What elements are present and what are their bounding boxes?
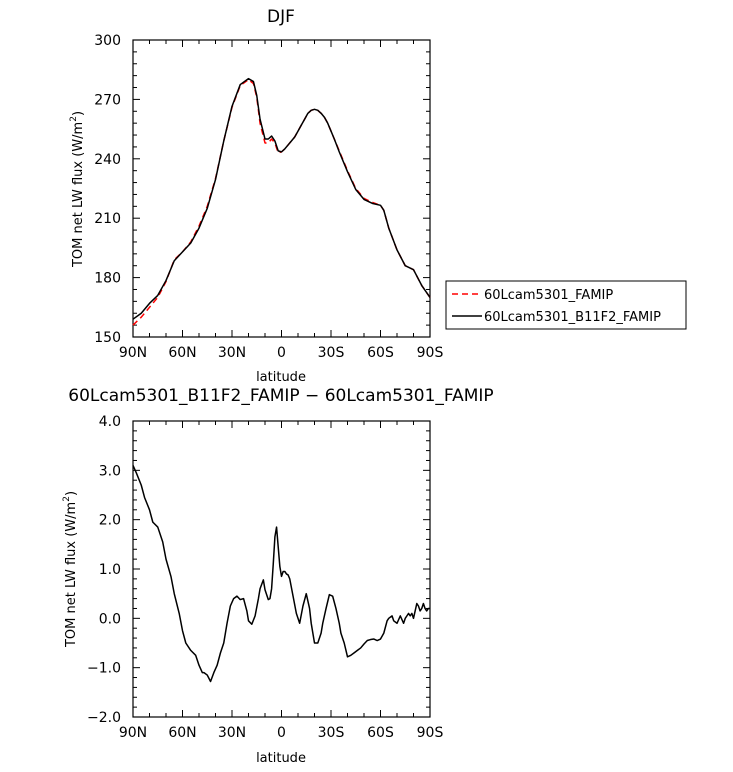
x-tick-label: 30S — [318, 725, 345, 741]
legend-label-famip: 60Lcam5301_FAMIP — [484, 288, 613, 303]
panel-top-ylabel: TOM net LW flux (W/m2) — [69, 111, 86, 268]
panel-top-title: DJF — [267, 7, 295, 27]
panel-top-series — [132, 77, 431, 326]
series-line-top-1 — [132, 77, 431, 320]
x-tick-label: 90S — [417, 725, 444, 741]
panel-bottom-xlabel: latitude — [256, 751, 306, 766]
y-tick-label: 4.0 — [99, 414, 121, 430]
panel-bottom: 60Lcam5301_B11F2_FAMIP − 60Lcam5301_FAMI… — [62, 386, 494, 766]
legend: 60Lcam5301_FAMIP 60Lcam5301_B11F2_FAMIP — [445, 280, 687, 330]
x-tick-label: 30N — [218, 725, 246, 741]
x-tick-label: 60S — [367, 725, 394, 741]
panel-bottom-ticks: 90N 60N 30N 0 30S 60S 90S −2.0 −1.0 0.0 1.0 2.0 3.0 4… — [87, 414, 443, 741]
x-tick-label: 60S — [367, 345, 394, 361]
x-tick-label: 90S — [417, 345, 444, 361]
y-tick-label: 210 — [94, 211, 121, 227]
panel-top: DJF 90N 60N 30N 0 30S 60S 90S 150 180 210 240 270 30… — [69, 7, 443, 385]
panel-top-ticks: 90N 60N 30N 0 30S 60S 90S 150 180 210 240 270 300 — [94, 33, 443, 361]
x-tick-label: 90N — [119, 345, 147, 361]
x-tick-label: 60N — [168, 725, 196, 741]
panel-bottom-frame — [132, 420, 431, 718]
legend-box — [445, 280, 687, 330]
panel-top-xlabel: latitude — [256, 370, 306, 385]
legend-label-b11f2: 60Lcam5301_B11F2_FAMIP — [484, 310, 661, 325]
y-tick-label: 270 — [94, 92, 121, 108]
panel-bottom-ylabel: TOM net LW flux (W/m2) — [62, 491, 79, 648]
x-tick-label: 0 — [277, 725, 286, 741]
y-tick-label: 1.0 — [99, 562, 121, 578]
x-tick-label: 30N — [218, 345, 246, 361]
y-tick-label: 0.0 — [99, 611, 121, 627]
y-tick-label: −2.0 — [87, 710, 121, 726]
panel-top-frame — [132, 39, 431, 338]
x-tick-label: 30S — [318, 345, 345, 361]
x-tick-label: 0 — [277, 345, 286, 361]
panel-bottom-series — [132, 465, 430, 683]
series-line-top-0 — [132, 78, 431, 326]
y-tick-label: 2.0 — [99, 513, 121, 529]
panel-bottom-title: 60Lcam5301_B11F2_FAMIP − 60Lcam5301_FAMI… — [68, 386, 493, 406]
y-tick-label: 300 — [94, 33, 121, 49]
y-tick-label: 3.0 — [99, 463, 121, 479]
x-tick-label: 60N — [168, 345, 196, 361]
y-tick-label: 240 — [94, 152, 121, 168]
series-line-bottom-0 — [132, 465, 430, 683]
y-tick-label: 180 — [94, 271, 121, 287]
y-tick-label: 150 — [94, 330, 121, 346]
x-tick-label: 90N — [119, 725, 147, 741]
y-tick-label: −1.0 — [87, 661, 121, 677]
